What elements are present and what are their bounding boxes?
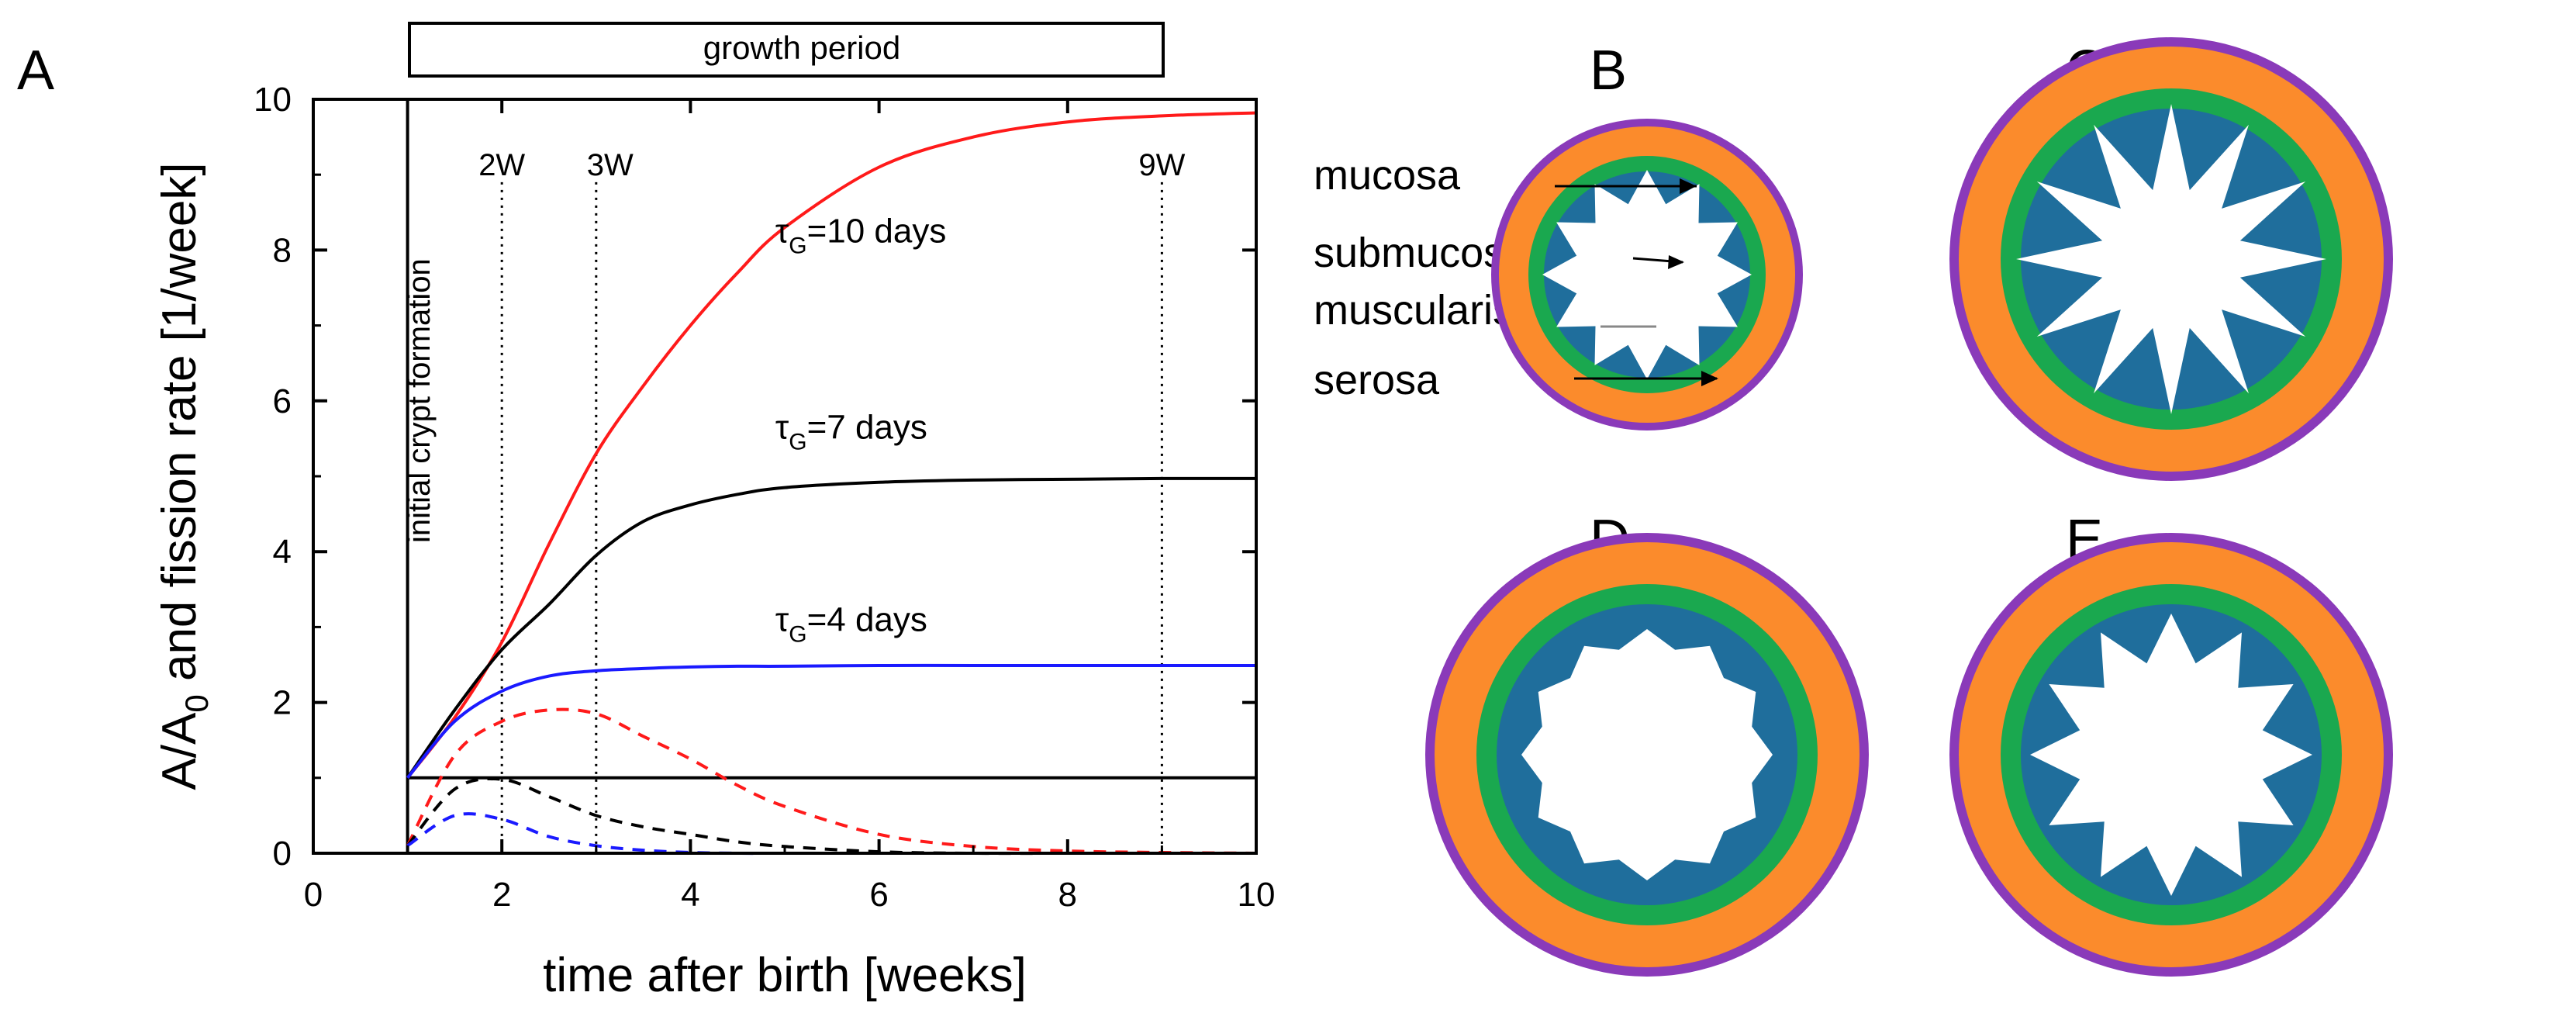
arrowhead-submucosa bbox=[1668, 255, 1684, 269]
x-tick-label-2: 2 bbox=[492, 876, 511, 914]
growth-period-label: growth period bbox=[703, 29, 900, 66]
legend-arrows bbox=[1555, 178, 1718, 386]
arrowhead-mucosa bbox=[1680, 178, 1697, 194]
cross-section-c bbox=[1949, 37, 2393, 481]
annotation-tau-10: τG=10 days bbox=[775, 213, 947, 259]
lumen bbox=[2016, 104, 2326, 414]
panel-label-a: A bbox=[17, 40, 54, 102]
cross-section-e bbox=[1949, 533, 2393, 977]
cross-section-d bbox=[1425, 533, 1869, 977]
lumen bbox=[1521, 629, 1773, 880]
y-axis-label: A/A0 and fission rate [1/week] bbox=[153, 162, 215, 790]
fission-line-4 bbox=[406, 777, 1256, 856]
cross-section-b bbox=[1491, 119, 1803, 430]
initial-crypt-label: initial crypt formation bbox=[402, 258, 437, 543]
y-tick-label-6: 6 bbox=[273, 382, 292, 420]
arrowhead-serosa bbox=[1701, 371, 1718, 386]
week-label-9w: 9W bbox=[1138, 148, 1185, 182]
lumen bbox=[1542, 170, 1752, 379]
fission-line-5 bbox=[406, 812, 1256, 856]
fission-line-3 bbox=[406, 707, 1257, 855]
x-tick-label-10: 10 bbox=[1238, 876, 1276, 914]
y-tick-label-0: 0 bbox=[273, 835, 292, 873]
y-tick-label-8: 8 bbox=[273, 231, 292, 269]
annotation-tau-4: τG=4 days bbox=[775, 600, 927, 647]
legend-mucosa: mucosa bbox=[1314, 152, 1461, 199]
x-tick-label-4: 4 bbox=[681, 876, 699, 914]
x-tick-label-8: 8 bbox=[1058, 876, 1077, 914]
week-label-3w: 3W bbox=[587, 148, 634, 182]
x-axis-label: time after birth [weeks] bbox=[543, 949, 1027, 1002]
area-line-1 bbox=[406, 476, 1257, 779]
axis-ticks: 0 2 4 6 8 10 0 2 4 6 8 10 bbox=[254, 81, 1275, 914]
area-line-0 bbox=[406, 111, 1257, 780]
y-tick-label-10: 10 bbox=[254, 81, 292, 119]
x-tick-label-0: 0 bbox=[304, 876, 323, 914]
panel-a: A growth period 0 2 4 6 8 10 0 2 4 6 8 10 initial c… bbox=[17, 22, 1275, 1002]
x-tick-label-6: 6 bbox=[869, 876, 888, 914]
annotation-tau-7: τG=7 days bbox=[775, 408, 927, 455]
legend-muscularis: muscularis bbox=[1314, 287, 1514, 334]
week-label-2w: 2W bbox=[478, 148, 525, 182]
y-tick-label-2: 2 bbox=[273, 684, 292, 722]
layer-legend: mucosa submucosa muscularis serosa bbox=[1314, 152, 1528, 403]
growth-period-box bbox=[408, 22, 1165, 78]
area-line-2 bbox=[406, 663, 1256, 780]
legend-serosa: serosa bbox=[1314, 357, 1440, 403]
lumen bbox=[2030, 614, 2312, 896]
y-tick-label-4: 4 bbox=[273, 533, 292, 571]
panel-label-b: B bbox=[1590, 40, 1627, 102]
